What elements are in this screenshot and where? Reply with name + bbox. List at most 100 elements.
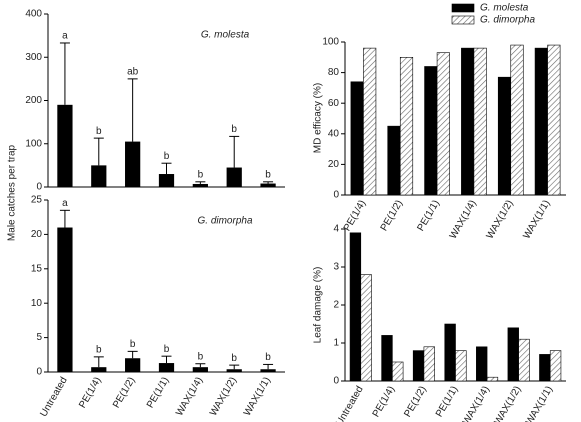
x-tick-label: PE(1/1): [415, 198, 441, 233]
x-tick-label: WAX(1/2): [493, 384, 524, 422]
bar: [381, 335, 393, 382]
bar: [226, 167, 242, 187]
bar: [497, 76, 512, 196]
bar: [486, 376, 499, 382]
x-tick-label: PE(1/2): [111, 375, 137, 410]
y-tick-label: 15: [31, 263, 43, 274]
bar: [539, 354, 551, 382]
bar: [125, 358, 141, 372]
bar: [260, 183, 276, 187]
y-tick-label: 200: [25, 95, 42, 106]
significance-letter: b: [96, 126, 102, 137]
bar: [473, 47, 487, 196]
bar: [476, 346, 488, 382]
x-tick-label: Untreated: [334, 384, 365, 422]
x-tick-label: PE(1/4): [371, 384, 397, 419]
x-tick-label: PE(1/2): [379, 198, 405, 233]
legend-swatch: [451, 3, 475, 13]
panel-title: G. dimorpha: [197, 216, 252, 227]
bar: [387, 125, 401, 196]
y-tick-label: 20: [328, 159, 340, 170]
x-tick-label: PE(1/4): [77, 375, 103, 410]
bar: [363, 47, 377, 196]
bar: [57, 227, 73, 372]
x-tick-label: WAX(1/1): [524, 384, 555, 422]
legend-swatch: [451, 15, 475, 25]
y-axis-label: Male catches per trap: [7, 144, 18, 241]
significance-letter: b: [198, 169, 204, 180]
y-tick-label: 100: [25, 138, 42, 149]
bar: [392, 361, 404, 382]
x-tick-label: WAX(1/2): [485, 198, 516, 241]
legend-label: G. dimorpha: [480, 15, 535, 26]
x-tick-label: WAX(1/1): [242, 375, 273, 418]
bar: [549, 350, 562, 382]
bar: [534, 47, 548, 196]
y-tick-label: 25: [31, 195, 43, 206]
bar: [436, 52, 450, 196]
y-tick-label: 20: [31, 229, 43, 240]
y-tick-label: 0: [333, 190, 339, 201]
legend-label: G. molesta: [480, 3, 529, 14]
y-axis-label: MD efficacy (%): [313, 83, 324, 153]
x-tick-label: WAX(1/4): [174, 375, 205, 418]
x-tick-label: WAX(1/1): [521, 198, 552, 241]
x-tick-label: PE(1/1): [145, 375, 171, 410]
bar: [260, 369, 276, 372]
y-axis-label: Leaf damage (%): [313, 267, 324, 344]
significance-letter: a: [62, 198, 68, 209]
bar: [158, 174, 175, 187]
x-tick-label: Untreated: [38, 375, 69, 419]
significance-letter: b: [96, 345, 102, 356]
bar: [192, 367, 208, 372]
y-tick-label: 40: [328, 128, 340, 139]
bar: [510, 44, 524, 196]
y-tick-label: 300: [25, 52, 42, 63]
bar: [444, 323, 456, 382]
x-tick-label: WAX(1/4): [461, 384, 492, 422]
y-tick-label: 0: [36, 367, 42, 378]
bar: [192, 183, 208, 187]
y-tick-label: 100: [322, 37, 339, 48]
bar: [423, 346, 435, 382]
bar: [455, 350, 467, 382]
significance-letter: b: [265, 169, 271, 180]
bar: [91, 165, 107, 187]
y-tick-label: 2: [333, 300, 339, 311]
bar: [424, 66, 438, 196]
significance-letter: b: [130, 339, 136, 350]
y-tick-label: 80: [328, 67, 340, 78]
y-tick-label: 5: [36, 332, 42, 343]
bar: [399, 56, 414, 196]
bar: [412, 350, 425, 382]
x-tick-label: WAX(1/4): [448, 198, 479, 241]
bar: [507, 327, 519, 382]
bar: [125, 141, 141, 187]
y-tick-label: 3: [333, 262, 339, 273]
x-tick-label: PE(1/4): [342, 198, 368, 233]
bar: [547, 44, 561, 196]
bar: [360, 274, 372, 382]
x-tick-label: PE(1/1): [434, 384, 460, 419]
significance-letter: b: [265, 352, 271, 363]
significance-letter: b: [164, 151, 170, 162]
y-tick-label: 0: [36, 182, 42, 193]
y-tick-label: 0: [333, 376, 339, 387]
significance-letter: b: [164, 344, 170, 355]
bar: [461, 47, 475, 196]
x-tick-label: WAX(1/2): [208, 375, 239, 418]
bar: [226, 369, 242, 372]
bar: [57, 104, 73, 187]
bar: [350, 81, 364, 196]
x-tick-label: PE(1/2): [402, 384, 428, 419]
bar: [349, 232, 362, 382]
significance-letter: ab: [127, 67, 139, 78]
y-tick-label: 400: [25, 9, 42, 20]
bar: [518, 338, 530, 382]
significance-letter: b: [231, 353, 237, 364]
y-tick-label: 1: [333, 338, 339, 349]
panel-title: G. molesta: [201, 30, 250, 41]
bar: [91, 367, 107, 372]
y-tick-label: 10: [31, 298, 43, 309]
